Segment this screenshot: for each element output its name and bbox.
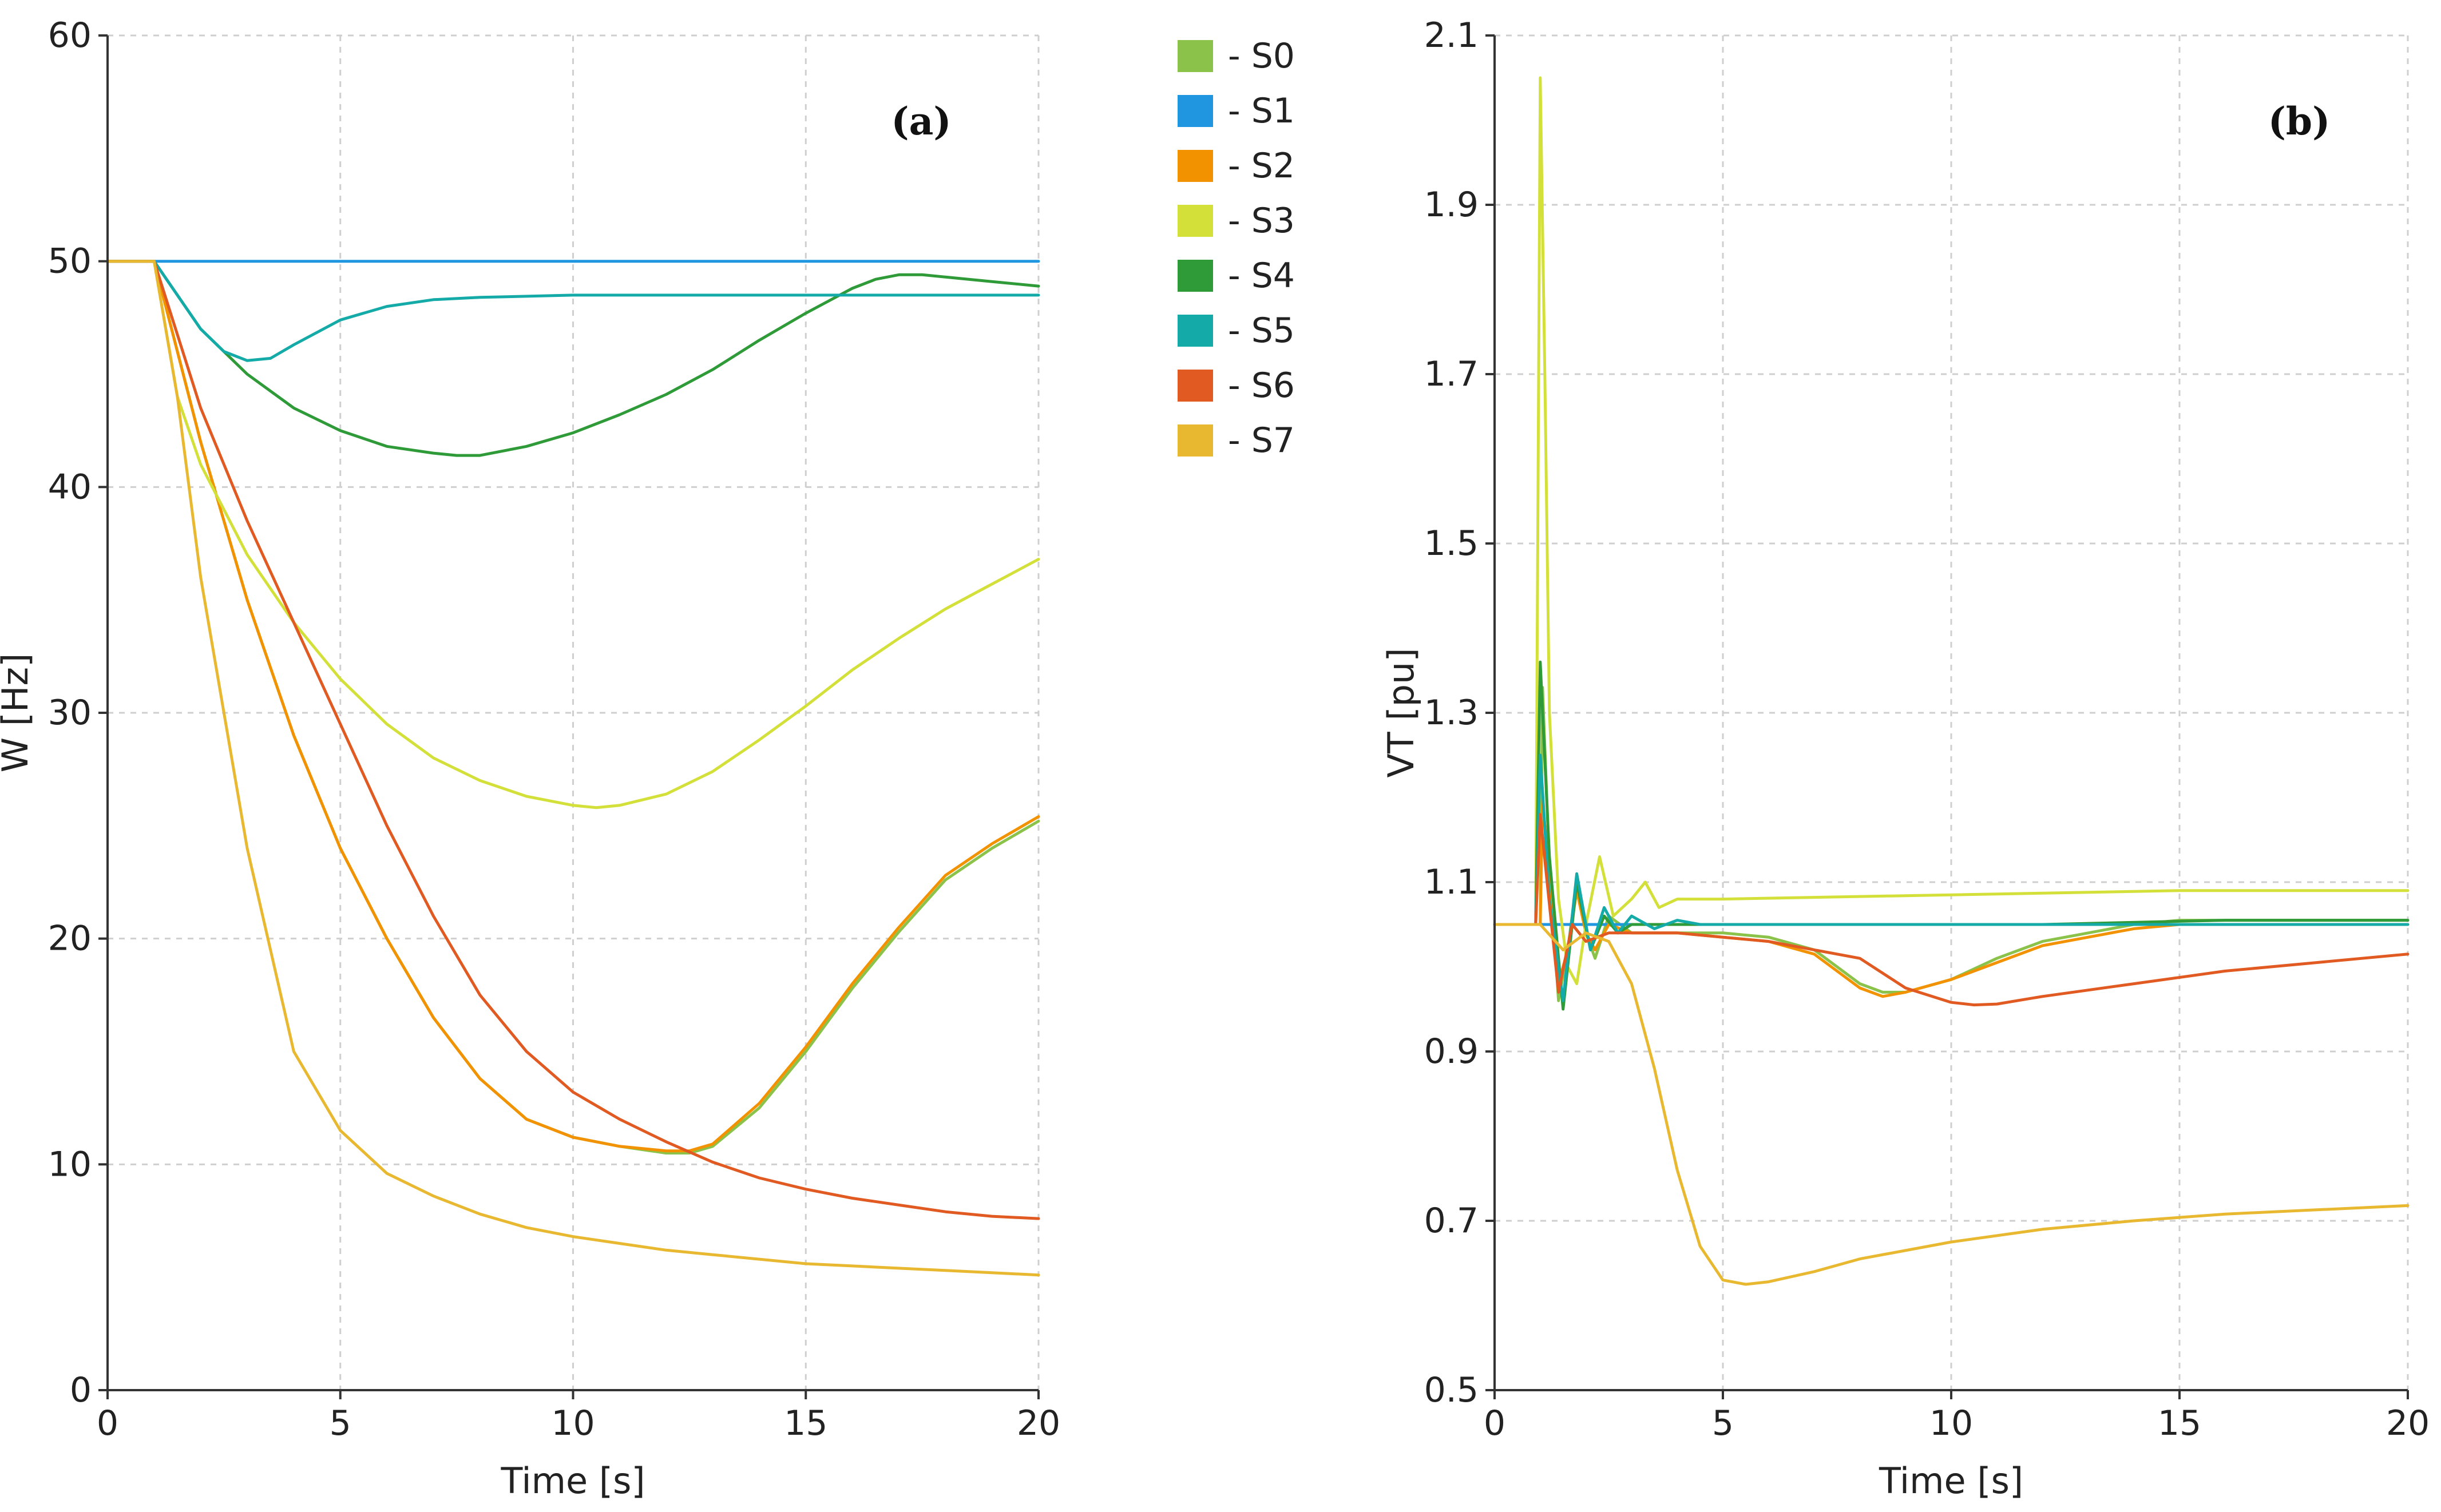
x-tick-label-a-0: 0 — [97, 1403, 118, 1443]
legend-swatch-s3 — [1178, 205, 1213, 237]
series-line-b-s5 — [1493, 753, 2410, 1002]
legend-label-s7: - S7 — [1228, 420, 1295, 461]
y-tick-label-b-1: 0.7 — [1424, 1201, 1479, 1241]
legend-label-s2: - S2 — [1228, 146, 1295, 186]
x-tick-label-b-2: 10 — [1929, 1403, 1973, 1443]
x-axis-label-a: Time [s] — [500, 1460, 645, 1502]
x-tick-label-b-1: 5 — [1712, 1403, 1734, 1443]
legend-swatch-s0 — [1178, 40, 1213, 72]
legend-swatch-s1 — [1178, 95, 1213, 127]
grid-a — [108, 34, 1040, 1390]
legend-swatch-s7 — [1178, 424, 1213, 457]
legend-swatch-s5 — [1178, 315, 1213, 347]
legend-swatch-s6 — [1178, 370, 1213, 402]
chart-panel-a: 0 5 10 15 20 0 10 20 30 40 50 60 (a) Time [s] W [Hz… — [0, 15, 1060, 1502]
y-axis-label-a: W [Hz] — [0, 653, 36, 773]
y-tick-label-b-0: 0.5 — [1424, 1370, 1479, 1410]
series-line-a-s7 — [106, 260, 1040, 1277]
panel-label-b: (b) — [2268, 99, 2331, 144]
series-line-b-s6 — [1493, 813, 2410, 1007]
legend-swatch-s4 — [1178, 260, 1213, 292]
y-tick-label-a-0: 0 — [70, 1370, 92, 1410]
y-tick-label-a-6: 60 — [48, 15, 92, 55]
series-line-b-s3 — [1493, 76, 2410, 986]
series-line-a-s3 — [106, 260, 1040, 809]
legend-label-s4: - S4 — [1228, 256, 1295, 296]
series-group-b — [1493, 76, 2410, 1286]
legend-label-s5: - S5 — [1228, 311, 1295, 351]
y-tick-label-a-1: 10 — [48, 1144, 92, 1184]
series-line-a-s2 — [106, 260, 1040, 1153]
legend-label-s6: - S6 — [1228, 366, 1295, 406]
legend-label-s1: - S1 — [1228, 91, 1295, 131]
y-tick-label-b-2: 0.9 — [1424, 1031, 1479, 1072]
x-axis-label-b: Time [s] — [1879, 1460, 2023, 1502]
series-line-a-s6 — [106, 260, 1040, 1220]
series-line-a-s5 — [106, 260, 1040, 362]
x-tick-label-a-3: 15 — [784, 1403, 827, 1443]
y-tick-label-a-4: 40 — [48, 467, 92, 507]
series-line-b-s0 — [1493, 686, 2410, 1002]
y-tick-label-b-3: 1.1 — [1424, 862, 1479, 902]
legend-swatch-s2 — [1178, 150, 1213, 182]
axes-a: 0 5 10 15 20 0 10 20 30 40 50 60 — [48, 15, 1061, 1443]
y-tick-label-a-5: 50 — [48, 241, 92, 281]
y-tick-label-b-6: 1.7 — [1424, 354, 1479, 394]
series-group-a — [106, 260, 1040, 1277]
y-tick-label-a-2: 20 — [48, 919, 92, 959]
panel-label-a: (a) — [891, 99, 951, 144]
x-tick-label-a-2: 10 — [551, 1403, 595, 1443]
legend-label-s0: - S0 — [1228, 36, 1295, 76]
series-line-a-s4 — [106, 260, 1040, 457]
y-tick-label-b-4: 1.3 — [1424, 693, 1479, 733]
y-tick-label-b-7: 1.9 — [1424, 185, 1479, 225]
legend: - S0 - S1 - S2 - S3 - S4 - S5 - S6 - S7 — [1178, 36, 1295, 461]
series-line-b-s7 — [1493, 923, 2410, 1286]
legend-label-s3: - S3 — [1228, 201, 1295, 241]
axes-b: 0 5 10 15 20 0.5 0.7 0.9 1.1 1.3 1.5 1.7 1.9 2.1 — [1424, 15, 2430, 1443]
y-tick-label-a-3: 30 — [48, 693, 92, 733]
grid-b — [1495, 34, 2409, 1390]
x-tick-label-b-0: 0 — [1484, 1403, 1505, 1443]
x-tick-label-b-3: 15 — [2158, 1403, 2201, 1443]
x-tick-label-b-4: 20 — [2386, 1403, 2430, 1443]
y-axis-label-b: VT [pu] — [1380, 648, 1422, 777]
chart-panel-b: 0 5 10 15 200.50.70.91.11.31.51.71.92.1 (b) … — [1380, 15, 2430, 1502]
y-tick-label-b-5: 1.5 — [1424, 523, 1479, 563]
x-tick-label-a-4: 20 — [1017, 1403, 1060, 1443]
y-tick-label-b-8: 2.1 — [1424, 15, 1479, 55]
x-tick-label-a-1: 5 — [330, 1403, 351, 1443]
